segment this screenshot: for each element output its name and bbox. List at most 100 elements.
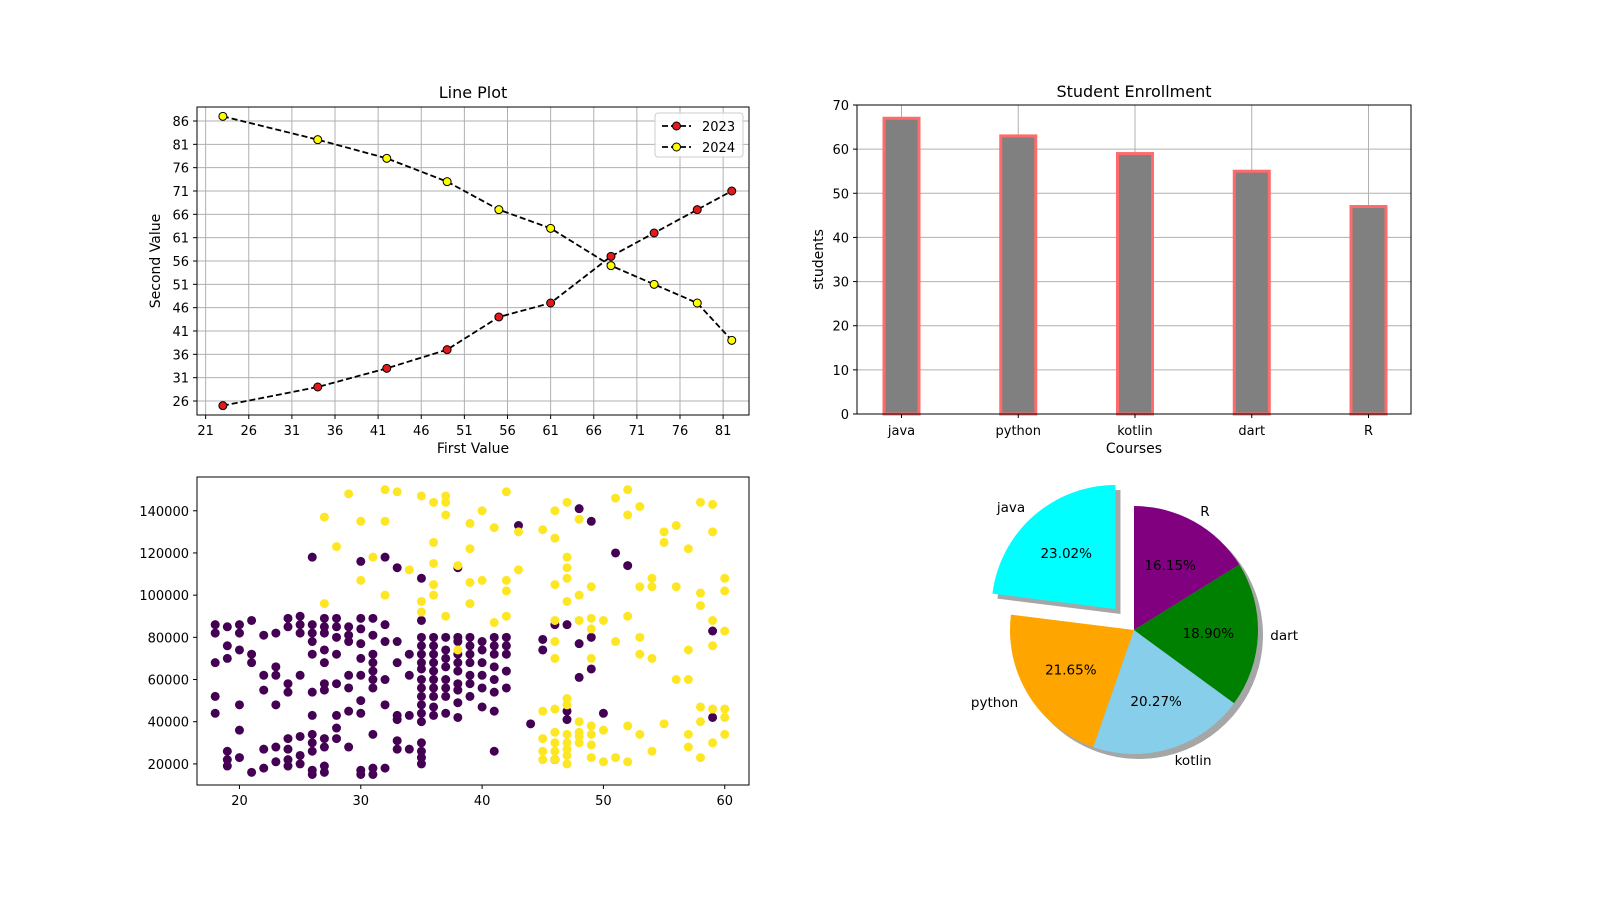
data-point	[368, 630, 378, 640]
scatter-plot-axes: 20 30 40 50 60 20000 40000 60000 80000 100000 1200…	[139, 476, 750, 809]
data-point	[429, 675, 439, 685]
data-point	[453, 666, 463, 676]
data-point	[453, 658, 463, 668]
data-point	[404, 670, 414, 680]
data-point	[635, 649, 645, 659]
data-point	[307, 552, 317, 562]
data-point	[611, 548, 621, 558]
y-tick-label: 60000	[148, 674, 189, 689]
data-point	[441, 491, 451, 501]
bar-R	[1349, 205, 1388, 416]
data-point	[344, 622, 354, 632]
pie-slice-R	[1134, 506, 1240, 630]
pie-slice-python	[1009, 614, 1134, 748]
data-point	[489, 632, 499, 642]
data-point	[442, 345, 452, 355]
data-point	[586, 653, 596, 663]
data-point	[501, 487, 511, 497]
data-point	[313, 382, 323, 392]
data-point	[283, 744, 293, 754]
data-point	[429, 691, 439, 701]
data-point	[586, 582, 596, 592]
x-tick-label: 66	[585, 424, 602, 439]
data-point	[234, 628, 244, 638]
data-point	[695, 717, 705, 727]
chart-title: Student Enrollment	[1056, 82, 1211, 101]
data-point	[708, 738, 718, 748]
y-tick-label: 10	[832, 364, 849, 379]
data-point	[546, 223, 556, 233]
data-point	[368, 769, 378, 779]
data-point	[307, 746, 317, 756]
data-point	[234, 620, 244, 630]
data-point	[429, 590, 439, 600]
chart-title: Line Plot	[439, 83, 508, 102]
data-point	[586, 613, 596, 623]
x-tick-label: java	[887, 424, 915, 439]
data-point	[319, 742, 329, 752]
data-point	[222, 653, 232, 663]
y-tick-label: 100000	[139, 589, 189, 604]
data-point	[538, 706, 548, 716]
data-point	[513, 565, 523, 575]
data-point	[635, 729, 645, 739]
data-point	[416, 649, 426, 659]
data-point	[356, 653, 366, 663]
legend-marker	[672, 121, 681, 131]
data-point	[453, 712, 463, 722]
data-point	[416, 641, 426, 651]
data-point	[441, 675, 451, 685]
data-point	[683, 544, 693, 554]
data-point	[695, 588, 705, 598]
data-point	[295, 750, 305, 760]
data-point	[550, 727, 560, 737]
data-point	[441, 708, 451, 718]
data-point	[574, 590, 584, 600]
data-point	[429, 683, 439, 693]
data-point	[416, 717, 426, 727]
y-axis-label: Second Value	[148, 214, 164, 308]
y-tick-label: 86	[172, 115, 189, 130]
data-point	[319, 761, 329, 771]
data-point	[550, 738, 560, 748]
data-point	[623, 757, 633, 767]
data-point	[416, 700, 426, 710]
data-point	[586, 516, 596, 526]
data-point	[332, 613, 342, 623]
data-point	[429, 558, 439, 568]
data-point	[611, 493, 621, 503]
bar-chart-axes: 0 10 20 30 40 50 60 70 java python kotlin dart R Stud…	[811, 82, 1412, 457]
data-point	[692, 205, 702, 215]
bar-kotlin	[1116, 152, 1154, 416]
data-point	[692, 298, 702, 308]
data-point	[538, 645, 548, 655]
data-point	[574, 731, 584, 741]
data-point	[453, 637, 463, 647]
bar-java	[882, 116, 921, 416]
data-point	[356, 708, 366, 718]
data-point	[574, 738, 584, 748]
data-point	[283, 755, 293, 765]
data-point	[307, 649, 317, 659]
data-point	[416, 675, 426, 685]
data-point	[465, 599, 475, 609]
data-point	[382, 363, 392, 373]
data-point	[319, 599, 329, 609]
y-tick-label: 20	[832, 320, 849, 335]
data-point	[332, 622, 342, 632]
data-point	[295, 620, 305, 630]
data-point	[392, 658, 402, 668]
data-point	[404, 710, 414, 720]
data-point	[598, 708, 608, 718]
data-point	[307, 769, 317, 779]
y-tick-label: 71	[172, 185, 189, 200]
pie-slice-dart	[1134, 564, 1259, 704]
x-tick-label: kotlin	[1117, 424, 1153, 439]
data-point	[271, 700, 281, 710]
data-point	[477, 670, 487, 680]
x-tick-label: 56	[499, 424, 516, 439]
data-point	[635, 582, 645, 592]
data-point	[649, 279, 659, 289]
x-tick-label: R	[1364, 424, 1373, 439]
slice-percent-label: 18.90%	[1183, 626, 1235, 642]
